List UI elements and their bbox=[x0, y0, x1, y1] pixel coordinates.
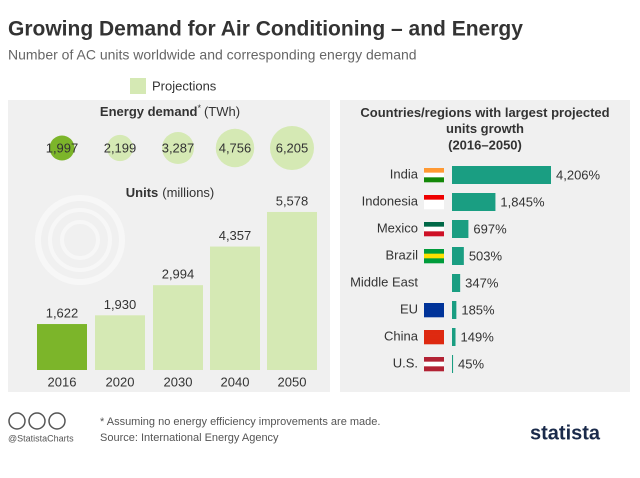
value-label: 2,199 bbox=[104, 140, 137, 155]
flag bbox=[424, 357, 444, 362]
value-label: 6,205 bbox=[276, 140, 309, 155]
flag bbox=[424, 199, 444, 205]
energy-title: Energy demand* (TWh) bbox=[100, 103, 240, 119]
hbar-title: Countries/regions with largest projected… bbox=[360, 105, 609, 136]
flag bbox=[424, 312, 444, 318]
x-tick-label: 2016 bbox=[48, 374, 77, 389]
value-label: 5,578 bbox=[276, 193, 309, 208]
flag bbox=[424, 231, 444, 237]
value-label: 347% bbox=[465, 275, 499, 290]
footnote: * Assuming no energy efficiency improvem… bbox=[100, 416, 380, 428]
brand-logo: statista bbox=[530, 422, 601, 444]
bubble bbox=[270, 126, 314, 170]
cc-icons bbox=[8, 412, 66, 430]
value-label: 4,357 bbox=[219, 228, 252, 243]
flag bbox=[424, 249, 444, 254]
bar bbox=[452, 274, 461, 292]
hbar-title-text: Countries/regions with largest projected bbox=[360, 105, 609, 120]
legend-label: Projections bbox=[152, 78, 217, 93]
flag bbox=[424, 195, 444, 200]
flag bbox=[424, 334, 444, 340]
bar bbox=[452, 220, 469, 238]
category-label: India bbox=[390, 166, 419, 181]
value-label: 2,994 bbox=[162, 267, 195, 282]
flag bbox=[424, 339, 444, 345]
bar bbox=[452, 301, 457, 319]
subtitle: Number of AC units worldwide and corresp… bbox=[8, 47, 417, 63]
energy-note-mark: * bbox=[197, 103, 201, 113]
bar bbox=[452, 355, 454, 373]
bar bbox=[267, 211, 317, 370]
value-label: 1,930 bbox=[104, 297, 137, 312]
value-label: 3,287 bbox=[162, 140, 195, 155]
flag bbox=[424, 168, 444, 173]
value-label: 503% bbox=[469, 248, 503, 263]
flag bbox=[424, 258, 444, 264]
bar bbox=[210, 246, 260, 370]
bubble bbox=[161, 131, 195, 165]
bubble bbox=[106, 134, 134, 162]
bar bbox=[452, 193, 496, 211]
flag bbox=[424, 172, 444, 178]
bar bbox=[452, 328, 456, 346]
value-label: 4,756 bbox=[219, 140, 252, 155]
category-label: Brazil bbox=[385, 247, 418, 262]
value-label: 1,845% bbox=[500, 194, 545, 209]
bar bbox=[37, 324, 87, 370]
bar bbox=[452, 166, 551, 184]
category-label: Middle East bbox=[350, 274, 418, 289]
value-label: 1,622 bbox=[46, 305, 79, 320]
right-panel bbox=[340, 100, 630, 392]
x-tick-label: 2050 bbox=[278, 374, 307, 389]
value-label: 697% bbox=[473, 221, 507, 236]
x-tick-label: 2030 bbox=[164, 374, 193, 389]
bubble bbox=[49, 135, 75, 161]
flag bbox=[424, 307, 444, 313]
flag bbox=[424, 204, 444, 210]
hbar-title-text-2: units growth bbox=[446, 121, 524, 136]
flag bbox=[424, 226, 444, 232]
units-title-main: Units bbox=[126, 185, 159, 200]
fan-icon bbox=[35, 195, 125, 285]
value-label: 149% bbox=[461, 329, 495, 344]
energy-title-main: Energy demand bbox=[100, 104, 198, 119]
flag bbox=[424, 303, 444, 308]
category-label: Mexico bbox=[377, 220, 418, 235]
flag bbox=[424, 253, 444, 259]
units-unit: (millions) bbox=[162, 185, 214, 200]
bar bbox=[95, 315, 145, 370]
flag bbox=[424, 361, 444, 367]
legend-swatch bbox=[130, 78, 146, 94]
bar bbox=[153, 285, 203, 370]
category-label: China bbox=[384, 328, 419, 343]
energy-unit: (TWh) bbox=[204, 104, 240, 119]
value-label: 4,206% bbox=[556, 167, 601, 182]
category-label: Indonesia bbox=[362, 193, 419, 208]
handle: @StatistaCharts bbox=[8, 433, 74, 443]
value-label: 185% bbox=[461, 302, 495, 317]
flag bbox=[424, 177, 444, 183]
bar bbox=[452, 247, 464, 265]
category-label: U.S. bbox=[393, 355, 418, 370]
value-label: 1,997 bbox=[46, 140, 79, 155]
category-label: EU bbox=[400, 301, 418, 316]
source: Source: International Energy Agency bbox=[100, 432, 279, 444]
x-tick-label: 2020 bbox=[106, 374, 135, 389]
flag bbox=[424, 222, 444, 227]
flag bbox=[424, 330, 444, 335]
x-tick-label: 2040 bbox=[221, 374, 250, 389]
value-label: 45% bbox=[458, 356, 484, 371]
title: Growing Demand for Air Conditioning – an… bbox=[8, 18, 523, 41]
bubble bbox=[215, 128, 255, 168]
flag bbox=[424, 366, 444, 372]
hbar-subtitle: (2016–2050) bbox=[448, 137, 522, 152]
units-title: Units (millions) bbox=[126, 185, 215, 200]
